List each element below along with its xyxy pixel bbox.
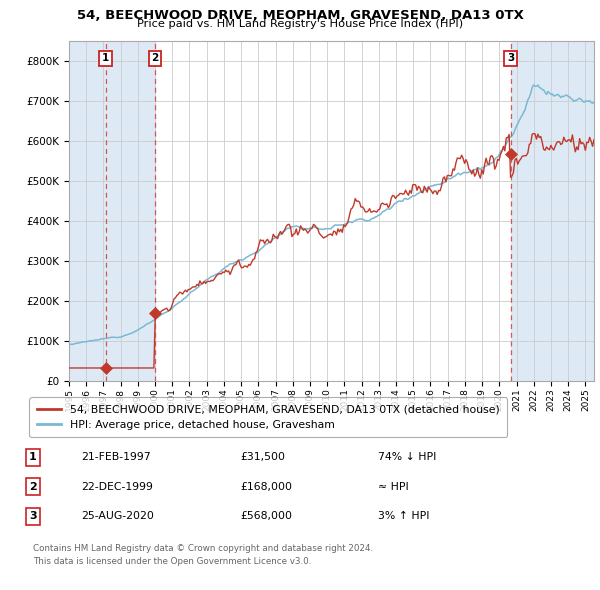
Text: 54, BEECHWOOD DRIVE, MEOPHAM, GRAVESEND, DA13 0TX: 54, BEECHWOOD DRIVE, MEOPHAM, GRAVESEND,… bbox=[77, 9, 523, 22]
Text: 1: 1 bbox=[102, 53, 109, 63]
Text: 3: 3 bbox=[507, 53, 514, 63]
Bar bbox=[106, 41, 155, 381]
Text: Price paid vs. HM Land Registry's House Price Index (HPI): Price paid vs. HM Land Registry's House … bbox=[137, 19, 463, 30]
Legend: 54, BEECHWOOD DRIVE, MEOPHAM, GRAVESEND, DA13 0TX (detached house), HPI: Average: 54, BEECHWOOD DRIVE, MEOPHAM, GRAVESEND,… bbox=[29, 398, 507, 437]
Text: £568,000: £568,000 bbox=[240, 512, 292, 521]
Text: 3: 3 bbox=[29, 512, 37, 521]
Text: 22-DEC-1999: 22-DEC-1999 bbox=[81, 482, 153, 491]
Text: 74% ↓ HPI: 74% ↓ HPI bbox=[378, 453, 436, 462]
Text: This data is licensed under the Open Government Licence v3.0.: This data is licensed under the Open Gov… bbox=[33, 558, 311, 566]
Text: £168,000: £168,000 bbox=[240, 482, 292, 491]
Text: 2: 2 bbox=[29, 482, 37, 491]
Bar bbox=[511, 41, 600, 381]
Text: 3% ↑ HPI: 3% ↑ HPI bbox=[378, 512, 430, 521]
Text: ≈ HPI: ≈ HPI bbox=[378, 482, 409, 491]
Bar bbox=[69, 41, 106, 381]
Text: 21-FEB-1997: 21-FEB-1997 bbox=[81, 453, 151, 462]
Text: Contains HM Land Registry data © Crown copyright and database right 2024.: Contains HM Land Registry data © Crown c… bbox=[33, 545, 373, 553]
Text: 2: 2 bbox=[151, 53, 158, 63]
Text: 25-AUG-2020: 25-AUG-2020 bbox=[81, 512, 154, 521]
Text: £31,500: £31,500 bbox=[240, 453, 285, 462]
Text: 1: 1 bbox=[29, 453, 37, 462]
